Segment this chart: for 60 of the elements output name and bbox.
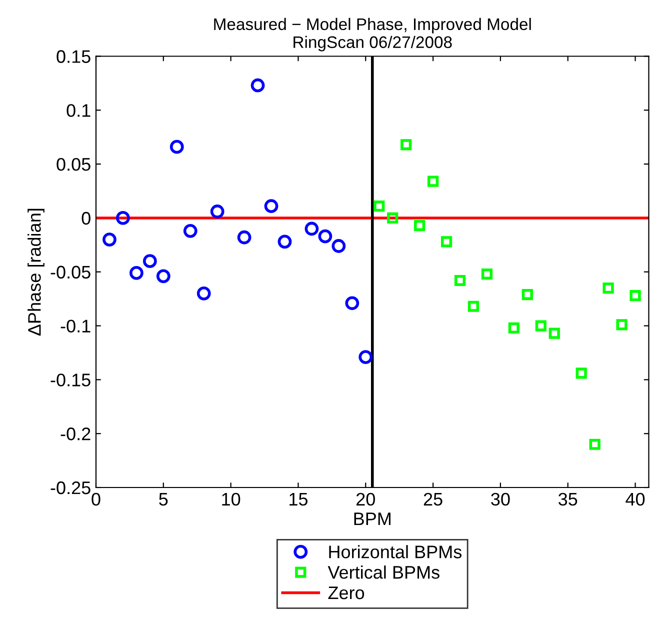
point xyxy=(602,282,614,294)
x-tick-label: 30 xyxy=(491,492,510,506)
point xyxy=(304,222,319,236)
point xyxy=(616,319,628,330)
point xyxy=(414,220,426,232)
chart-title: Measured − Model Phase, Improved Model RingScan 06/27/2008 xyxy=(214,18,531,52)
legend-label: Vertical BPMs xyxy=(328,566,440,579)
x-tick-label: 35 xyxy=(558,492,578,506)
y-tick-label: -0.05 xyxy=(50,266,90,279)
y-tick-label: 0.05 xyxy=(56,158,90,171)
point xyxy=(440,236,452,248)
point xyxy=(129,266,144,280)
y-tick-label: -0.2 xyxy=(60,428,90,440)
point xyxy=(548,328,560,339)
x-tick-label: 25 xyxy=(424,492,442,506)
y-tick-label: 0.15 xyxy=(56,50,90,63)
point xyxy=(535,320,546,332)
x-tick-label: 15 xyxy=(290,493,308,506)
x-tick-label: 5 xyxy=(159,493,168,506)
point xyxy=(183,224,198,238)
point xyxy=(427,176,439,187)
y-tick-label: -0.25 xyxy=(50,481,90,494)
point xyxy=(387,212,398,224)
point xyxy=(170,140,184,154)
point xyxy=(102,232,116,246)
point xyxy=(196,286,211,300)
point xyxy=(142,254,157,268)
point xyxy=(237,230,252,244)
y-tick-label: 0 xyxy=(82,212,90,225)
point xyxy=(400,139,412,150)
y-tick-label: -0.15 xyxy=(50,374,90,386)
point xyxy=(358,350,373,364)
x-tick-label: 40 xyxy=(626,492,645,506)
y-tick-label: 0.1 xyxy=(66,104,90,117)
point xyxy=(468,300,480,312)
point xyxy=(332,239,346,253)
point xyxy=(264,199,278,214)
point xyxy=(210,204,224,218)
point xyxy=(630,290,641,302)
x-axis-title: BPM xyxy=(354,512,390,526)
point xyxy=(156,269,170,284)
x-tick-label: 0 xyxy=(92,492,100,506)
point xyxy=(454,274,466,286)
y-axis-title: ΔPhase [radian] xyxy=(28,208,44,336)
x-tick-label: 10 xyxy=(222,492,240,506)
point xyxy=(589,438,600,450)
point xyxy=(576,368,587,379)
point xyxy=(250,78,265,92)
legend-label: Zero xyxy=(328,586,364,600)
point xyxy=(374,200,385,212)
point xyxy=(508,322,520,334)
point xyxy=(278,234,292,249)
point xyxy=(318,229,332,244)
x-tick-label: 20 xyxy=(356,492,375,506)
legend-label: Horizontal BPMs xyxy=(329,545,462,558)
point xyxy=(481,268,493,280)
point xyxy=(522,288,533,300)
point xyxy=(345,296,360,310)
y-tick-label: -0.1 xyxy=(60,320,90,332)
point xyxy=(116,211,130,225)
